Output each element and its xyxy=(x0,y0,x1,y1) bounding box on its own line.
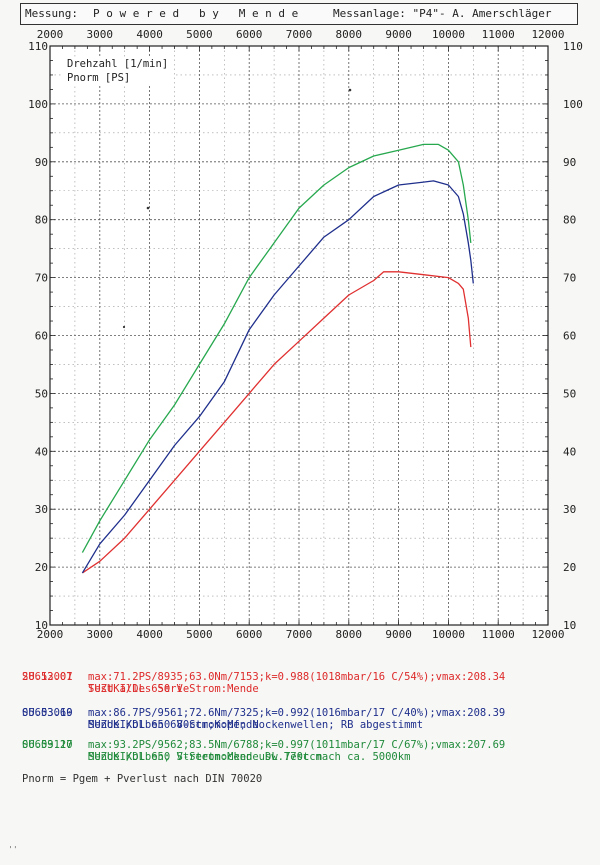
x-tick-label-top: 12000 xyxy=(531,28,564,41)
x-tick-label-bottom: 2000 xyxy=(37,628,64,641)
x-tick-label-bottom: 6000 xyxy=(236,628,263,641)
footnote: Pnorm = Pgem + Pverlust nach DIN 70020 xyxy=(22,773,263,785)
y-tick-label-right: 10 xyxy=(563,619,576,632)
run-block-1: SU653001 SUZUKI/DL 650 V-Strom:Mende 28.… xyxy=(22,659,505,731)
speck xyxy=(122,325,126,329)
run-result: max:93.2PS/9562;83.5Nm/6788;k=0.997(1011… xyxy=(88,739,506,751)
y-tick-label-right: 80 xyxy=(563,214,576,227)
x-axis-label: Drehzahl [1/min] xyxy=(67,58,168,70)
x-tick-label-bottom: 5000 xyxy=(186,628,213,641)
run-note: Mende Kolben; Streetnocken usw.Test nach… xyxy=(88,751,411,763)
x-tick-label-top: 6000 xyxy=(236,28,263,41)
y-tick-label-right: 40 xyxy=(563,445,576,458)
x-tick-label-bottom: 12000 xyxy=(531,628,564,641)
chart-ticks: 2000 2000 3000 3000 4000 4000 5000 5000 6000 6000… xyxy=(28,28,583,641)
dyno-chart: 2000 2000 3000 3000 4000 4000 5000 5000 6000 6000… xyxy=(28,28,583,641)
y-tick-label-right: 60 xyxy=(563,330,576,343)
y-tick-label-left: 30 xyxy=(35,503,48,516)
y-tick-label-right: 30 xyxy=(563,503,576,516)
x-tick-label-bottom: 11000 xyxy=(482,628,515,641)
measurement-label: Messung: xyxy=(25,7,78,20)
y-tick-label-right: 90 xyxy=(563,156,576,169)
y-tick-label-left: 110 xyxy=(28,40,48,53)
run-date: 05.03.10 xyxy=(22,707,73,719)
x-tick-label-bottom: 10000 xyxy=(432,628,465,641)
run-id: SU653127 xyxy=(22,739,73,751)
run-engine: SUZUKI/DL 650 V-Strom:Mende xyxy=(88,719,259,731)
x-tick-label-bottom: 3000 xyxy=(87,628,114,641)
run-date: 28.12.07 xyxy=(22,671,73,683)
run-note: Mende Kolben 680ccm;Kopf; Nockenwellen; … xyxy=(88,719,424,731)
series-line-su653127 xyxy=(81,143,472,553)
run-result: max:86.7PS/9561;72.6Nm/7325;k=0.992(1016… xyxy=(88,707,506,719)
axis-label-box xyxy=(62,57,174,85)
y-tick-label-left: 60 xyxy=(35,330,48,343)
run-engine: SUZUKI/DL 650 V-Strom:Mende xyxy=(88,683,259,695)
run-note: Test alles Serie xyxy=(88,683,190,695)
run-block-3: SU653127 SUZUKI/DL 650 V-Strom:Mende DL … xyxy=(22,727,505,799)
y-tick-label-left: 50 xyxy=(35,387,48,400)
y-tick-label-left: 40 xyxy=(35,445,48,458)
speck xyxy=(146,206,150,210)
series-line-su653001 xyxy=(82,271,472,574)
y-tick-label-left: 10 xyxy=(35,619,48,632)
y-tick-label-left: 90 xyxy=(35,156,48,169)
y-tick-label-left: 80 xyxy=(35,214,48,227)
x-tick-label-top: 4000 xyxy=(136,28,163,41)
x-tick-label-top: 9000 xyxy=(385,28,412,41)
x-tick-label-bottom: 4000 xyxy=(136,628,163,641)
x-tick-label-bottom: 7000 xyxy=(286,628,313,641)
x-tick-label-top: 5000 xyxy=(186,28,213,41)
report-header: Messung: P o w e r e d b y M e n d e Mes… xyxy=(20,3,578,25)
y-tick-label-left: 100 xyxy=(28,98,48,111)
y-tick-label-right: 110 xyxy=(563,40,583,53)
y-axis-label: Pnorm [PS] xyxy=(67,72,130,84)
x-tick-label-top: 2000 xyxy=(37,28,64,41)
x-tick-label-top: 8000 xyxy=(336,28,363,41)
x-tick-label-bottom: 9000 xyxy=(385,628,412,641)
x-tick-label-bottom: 8000 xyxy=(336,628,363,641)
x-tick-label-top: 10000 xyxy=(432,28,465,41)
y-tick-label-left: 70 xyxy=(35,272,48,285)
y-tick-label-left: 20 xyxy=(35,561,48,574)
report-title: P o w e r e d b y M e n d e xyxy=(93,7,299,20)
run-id: SU653001 xyxy=(22,671,73,683)
y-tick-label-right: 100 xyxy=(563,98,583,111)
x-tick-label-top: 11000 xyxy=(482,28,515,41)
run-id: SU653069 xyxy=(22,707,73,719)
series-line-su653069 xyxy=(81,180,474,574)
chart-lines xyxy=(81,143,474,574)
run-block-2: SU653069 SUZUKI/DL 650 V-Strom:Mende 05.… xyxy=(22,695,505,767)
y-tick-label-right: 70 xyxy=(563,272,576,285)
facility-label: Messanlage: "P4"- A. Amerschläger xyxy=(333,7,552,20)
run-result: max:71.2PS/8935;63.0Nm/7153;k=0.988(1018… xyxy=(88,671,506,683)
speck xyxy=(348,88,352,92)
y-tick-label-right: 50 xyxy=(563,387,576,400)
x-tick-label-top: 7000 xyxy=(286,28,313,41)
y-tick-label-right: 20 xyxy=(563,561,576,574)
run-engine: SUZUKI/DL 650 V-Strom:Mende DL 770ccm xyxy=(88,751,322,763)
x-tick-label-top: 3000 xyxy=(87,28,114,41)
corner-mark: '' xyxy=(8,845,18,854)
run-date: 06.09.10 xyxy=(22,739,73,751)
